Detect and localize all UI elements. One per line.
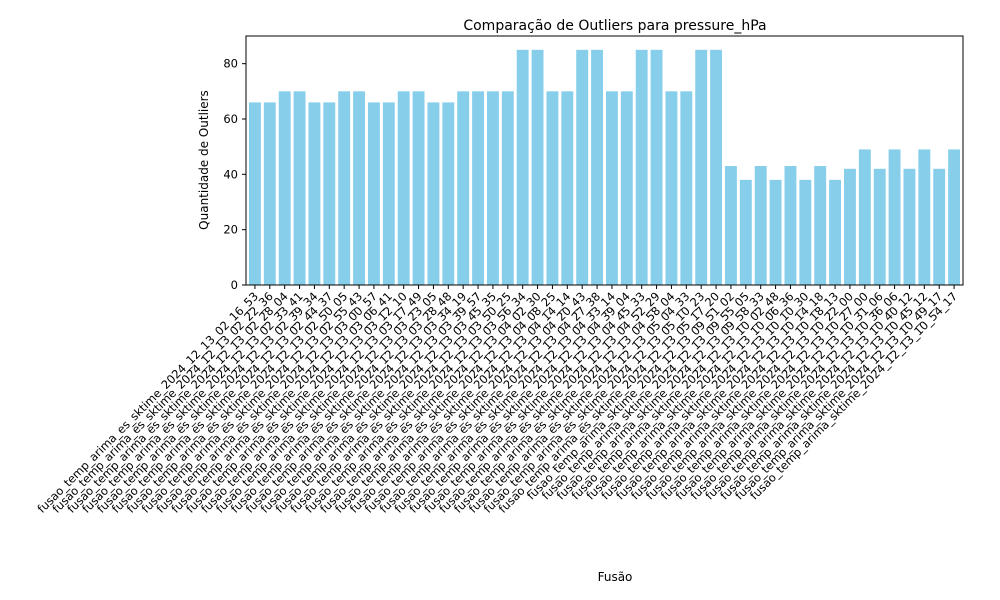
bar-5 bbox=[323, 102, 336, 286]
bar-20 bbox=[546, 91, 559, 285]
bar-24 bbox=[605, 91, 618, 285]
bar-45 bbox=[918, 149, 931, 285]
y-tick-label-2: 40 bbox=[223, 167, 238, 181]
bar-44 bbox=[903, 168, 916, 285]
y-axis-label: Quantidade de Outliers bbox=[197, 90, 211, 230]
bar-39 bbox=[829, 179, 842, 285]
bar-18 bbox=[516, 49, 529, 285]
bar-3 bbox=[293, 91, 306, 285]
bar-35 bbox=[769, 179, 782, 285]
bar-26 bbox=[635, 49, 648, 285]
bar-1 bbox=[263, 102, 276, 286]
bar-32 bbox=[724, 166, 737, 285]
y-tick-label-4: 80 bbox=[223, 57, 238, 71]
bar-29 bbox=[680, 91, 693, 285]
bar-34 bbox=[754, 166, 767, 285]
bar-30 bbox=[695, 49, 708, 285]
bar-37 bbox=[799, 179, 812, 285]
bar-19 bbox=[531, 49, 544, 285]
bar-2 bbox=[278, 91, 291, 285]
bar-15 bbox=[472, 91, 485, 285]
plot-frame bbox=[245, 35, 964, 286]
bar-28 bbox=[665, 91, 678, 285]
bar-13 bbox=[442, 102, 455, 286]
bar-27 bbox=[650, 49, 663, 285]
bar-23 bbox=[591, 49, 604, 285]
bar-7 bbox=[353, 91, 365, 285]
x-axis-ticks: fusao_temp_arima_es_sktime_2024_12_13_02… bbox=[35, 285, 960, 516]
bars-group bbox=[248, 49, 961, 286]
bar-17 bbox=[501, 91, 514, 285]
bar-43 bbox=[888, 149, 901, 285]
bar-25 bbox=[620, 91, 633, 285]
bar-14 bbox=[457, 91, 470, 285]
chart-title: Comparação de Outliers para pressure_hPa bbox=[463, 18, 766, 34]
y-tick-label-1: 20 bbox=[223, 223, 238, 237]
bar-4 bbox=[308, 102, 321, 286]
y-tick-label-3: 60 bbox=[223, 112, 238, 126]
bar-21 bbox=[561, 91, 574, 285]
bar-41 bbox=[858, 149, 871, 285]
bar-0 bbox=[248, 102, 261, 286]
bar-11 bbox=[412, 91, 425, 285]
bar-47 bbox=[948, 149, 961, 285]
bar-9 bbox=[382, 102, 395, 286]
bar-31 bbox=[710, 49, 723, 285]
bar-6 bbox=[338, 91, 351, 285]
bar-36 bbox=[784, 166, 797, 285]
y-tick-label-0: 0 bbox=[231, 278, 238, 292]
bar-12 bbox=[427, 102, 440, 286]
bar-10 bbox=[397, 91, 410, 285]
bar-33 bbox=[739, 179, 752, 285]
y-axis-ticks: 0 20 40 60 80 bbox=[223, 57, 246, 292]
bar-38 bbox=[814, 166, 827, 285]
x-axis-label: Fusão bbox=[598, 570, 633, 584]
bar-40 bbox=[844, 168, 856, 285]
bar-22 bbox=[576, 49, 589, 285]
bar-42 bbox=[873, 168, 886, 285]
bar-46 bbox=[933, 168, 946, 285]
bar-16 bbox=[486, 91, 499, 285]
bar-8 bbox=[367, 102, 380, 286]
